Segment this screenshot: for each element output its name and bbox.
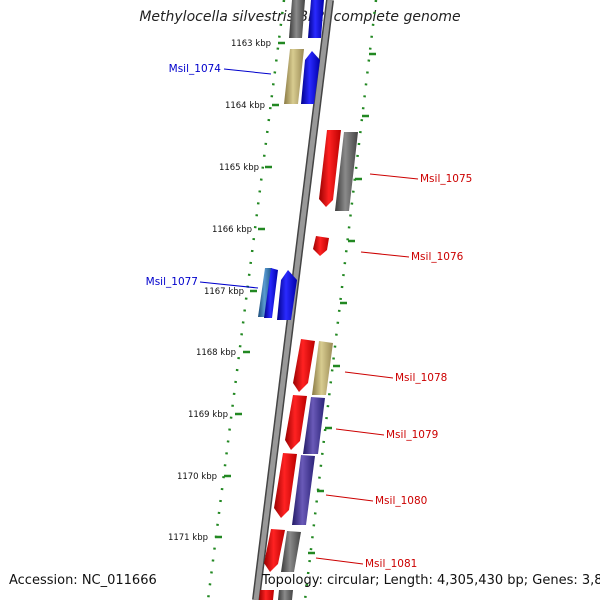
- gene-leader-line: [335, 428, 385, 436]
- gene-leader-line: [325, 494, 374, 502]
- gene-leader-line: [315, 557, 364, 565]
- topology-text: Topology: circular; Length: 4,305,430 bp…: [262, 573, 600, 588]
- gene-arrow-red-bottom: [259, 590, 274, 600]
- gene-block-gray-bottom: [278, 590, 293, 600]
- gene-label[interactable]: Msil_1074: [169, 63, 222, 75]
- scale-tick-label: 1167 kbp: [204, 287, 244, 297]
- gene-block-gray-1081: [281, 531, 301, 572]
- gene-labels: Msil_1074 Msil_1075 Msil_1076 Msil_1077 Msil…: [146, 63, 473, 570]
- scale-tick-label: 1166 kbp: [212, 225, 252, 235]
- gene-label[interactable]: Msil_1080: [375, 495, 427, 507]
- gene-leader-line: [344, 371, 394, 379]
- gene-leader-line: [369, 173, 419, 180]
- gene-leader-line: [223, 68, 272, 75]
- gene-label[interactable]: Msil_1075: [420, 173, 472, 185]
- gene-arrow-1081: [264, 529, 285, 572]
- gene-block-teal-1077: [258, 268, 272, 317]
- scale-ticks: 1163 kbp 1164 kbp 1165 kbp 1166 kbp 1167 kbp…: [168, 39, 376, 555]
- scale-tick-label: 1163 kbp: [231, 39, 271, 49]
- scale-tick-label: 1164 kbp: [225, 101, 265, 111]
- gene-arrow-1077b: [277, 270, 297, 320]
- gene-arrow-1074: [301, 51, 320, 104]
- gene-block-purple-1080: [292, 455, 315, 525]
- gene-arrow-1079: [285, 395, 307, 450]
- gene-arrow-1076: [313, 236, 329, 256]
- scale-tick-label: 1168 kbp: [196, 348, 236, 358]
- gene-label[interactable]: Msil_1076: [411, 251, 464, 263]
- gene-leader-line: [360, 251, 410, 258]
- gene-label[interactable]: Msil_1079: [386, 429, 438, 441]
- gene-block-purple-1079: [303, 397, 325, 454]
- scale-tick-label: 1170 kbp: [177, 472, 217, 482]
- scale-tick-label: 1171 kbp: [168, 533, 208, 543]
- gene-label[interactable]: Msil_1078: [395, 372, 447, 384]
- gene-block-olive-1078: [312, 341, 333, 395]
- gene-arrow-1080: [274, 453, 297, 518]
- gene-block-olive-1074: [284, 49, 304, 104]
- gene-block-gray-1075: [335, 132, 358, 211]
- accession-text: Accession: NC_011666: [9, 573, 157, 588]
- scale-tick-label: 1165 kbp: [219, 163, 259, 173]
- gene-label[interactable]: Msil_1077: [146, 276, 198, 288]
- gene-block-gray-top: [289, 0, 305, 38]
- gene-arrow-1077a: [264, 268, 278, 318]
- gene-arrow-1078: [293, 339, 315, 392]
- gene-label[interactable]: Msil_1081: [365, 558, 417, 570]
- gene-arrow-blue-top: [308, 0, 324, 38]
- scale-tick-label: 1169 kbp: [188, 410, 228, 420]
- gene-arrow-1075: [319, 130, 341, 207]
- gene-leader-line: [199, 281, 259, 289]
